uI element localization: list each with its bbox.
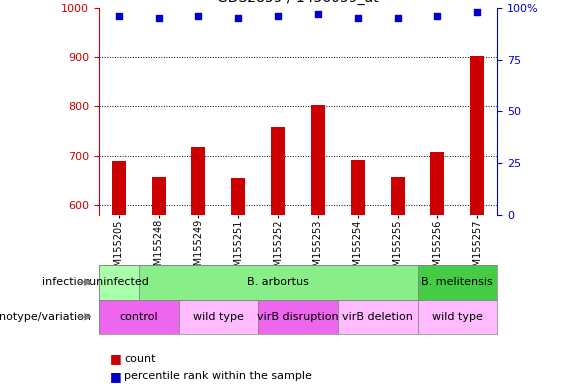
Bar	[99, 265, 139, 300]
Point	[314, 11, 323, 17]
Bar	[231, 178, 245, 215]
Text: infection: infection	[42, 277, 91, 287]
Point	[234, 15, 243, 21]
Text: virB deletion: virB deletion	[342, 312, 413, 322]
Bar	[431, 152, 445, 215]
Bar	[390, 177, 405, 215]
Text: count: count	[124, 354, 156, 364]
Bar	[258, 300, 338, 334]
Bar	[192, 147, 206, 215]
Bar	[311, 106, 325, 215]
Bar	[418, 300, 497, 334]
Text: wild type: wild type	[432, 312, 483, 322]
Text: control: control	[119, 312, 158, 322]
Text: B. melitensis: B. melitensis	[421, 277, 493, 287]
Point	[154, 15, 163, 21]
Point	[273, 13, 282, 19]
Point	[114, 13, 123, 19]
Bar	[470, 56, 484, 215]
Title: GDS2859 / 1456059_at: GDS2859 / 1456059_at	[217, 0, 379, 5]
Point	[393, 15, 402, 21]
Bar	[179, 300, 258, 334]
Text: uninfected: uninfected	[89, 277, 149, 287]
Point	[194, 13, 203, 19]
Text: ■: ■	[110, 370, 122, 383]
Bar	[151, 177, 166, 215]
Point	[433, 13, 442, 19]
Text: wild type: wild type	[193, 312, 244, 322]
Text: B. arbortus: B. arbortus	[247, 277, 309, 287]
Bar	[271, 127, 285, 215]
Point	[473, 9, 482, 15]
Bar	[139, 265, 418, 300]
Bar	[351, 160, 365, 215]
Bar	[99, 300, 179, 334]
Text: genotype/variation: genotype/variation	[0, 312, 91, 322]
Bar	[112, 161, 126, 215]
Bar	[418, 265, 497, 300]
Text: virB disruption: virB disruption	[257, 312, 339, 322]
Text: ■: ■	[110, 353, 122, 366]
Point	[353, 15, 362, 21]
Bar	[338, 300, 418, 334]
Text: percentile rank within the sample: percentile rank within the sample	[124, 371, 312, 381]
